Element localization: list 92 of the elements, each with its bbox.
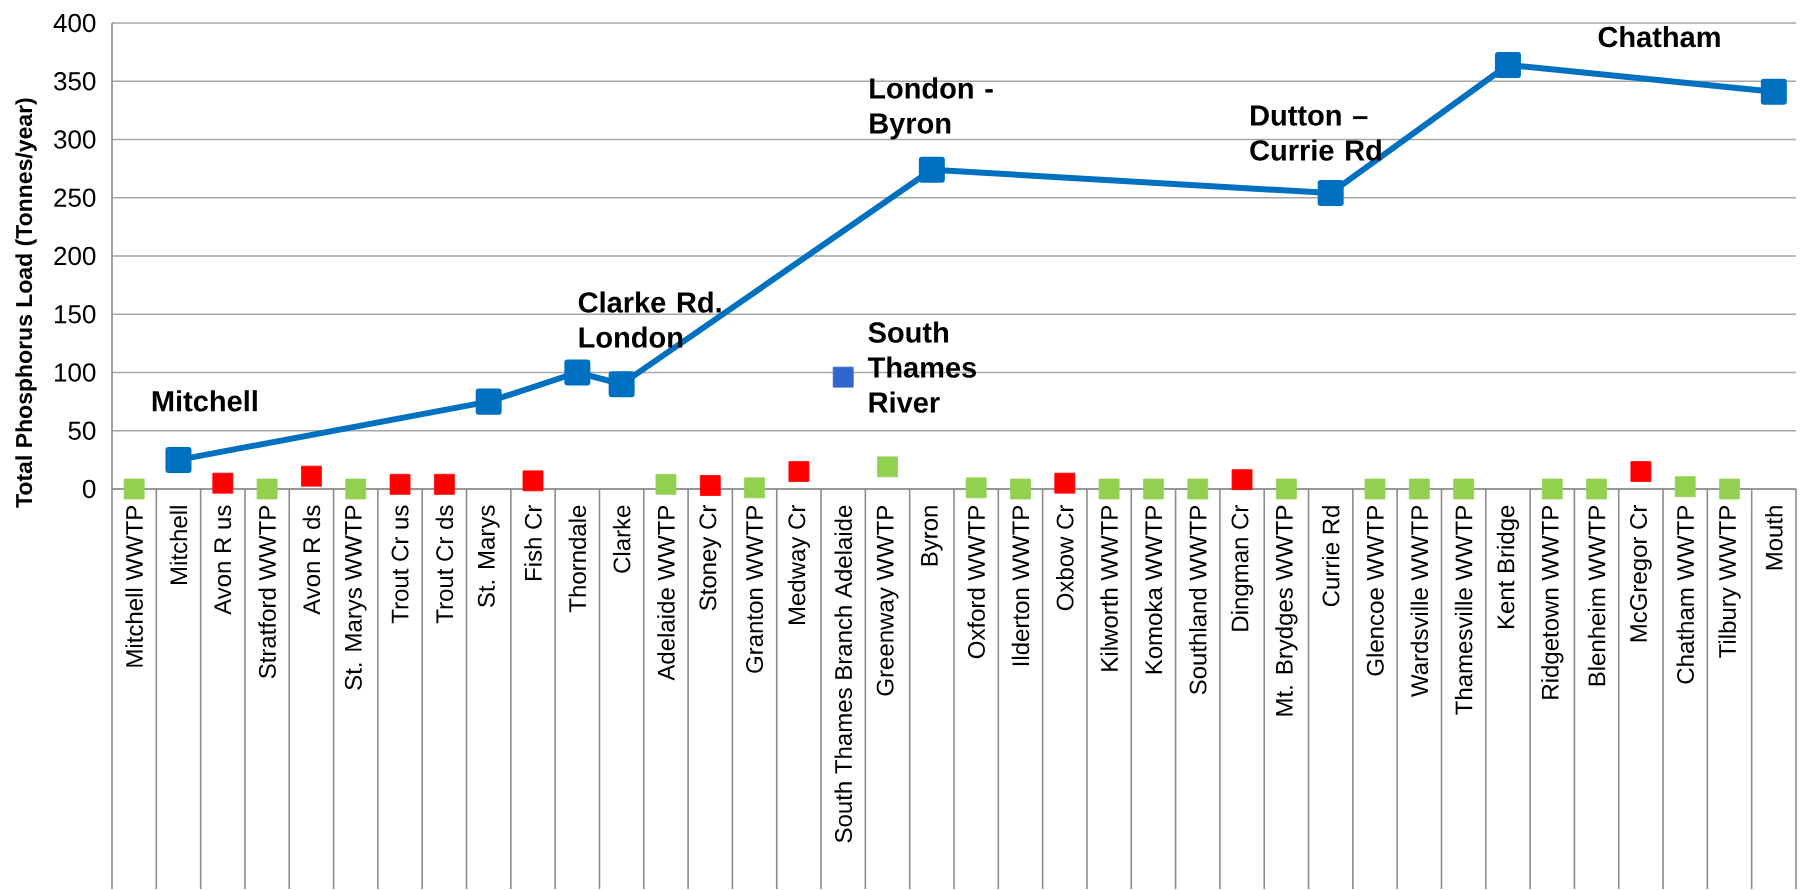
y-tick-label: 400 <box>53 13 96 33</box>
x-tick-label: McGregor Cr <box>1630 505 1652 642</box>
y-axis-title: Total Phosphorus Load (Tonnes/year) <box>15 98 37 508</box>
x-tick-label: Byron <box>921 506 943 566</box>
point <box>1364 478 1386 500</box>
point <box>1143 478 1164 500</box>
point <box>1586 478 1607 500</box>
x-tick-label: Currie Rd <box>1321 506 1340 607</box>
y-tick-label: 250 <box>54 188 96 207</box>
x-tick-label: St. Marys WWTP <box>344 505 367 690</box>
x-tick-label: Oxbow Cr <box>1055 505 1074 611</box>
x-tick-label: Komoka WWTP <box>1144 505 1163 674</box>
y-tick-label: 300 <box>54 130 96 149</box>
x-tick-label: Wardsville WWTP <box>1410 505 1429 697</box>
x-tick-label: St. Marys <box>477 505 500 608</box>
x-tick-label: Ridgetown WWTP <box>1541 505 1564 699</box>
x-tick-label: Chatham WWTP <box>1676 505 1695 684</box>
y-tick-label: 0 <box>82 479 96 499</box>
x-tick-label: Stratford WWTP <box>258 505 276 679</box>
point <box>212 472 234 494</box>
point <box>1010 478 1031 500</box>
x-tick-label: Kilworth WWTP <box>1100 505 1118 671</box>
x-tick-label: South Thames Branch Adelaide <box>834 505 853 843</box>
y-tick-label: 50 <box>68 421 96 440</box>
x-tick-label: Trout Cr us <box>391 505 409 624</box>
x-tick-label: Stoney Cr <box>699 505 722 611</box>
point <box>1187 478 1209 500</box>
point <box>522 470 544 492</box>
point <box>1408 478 1430 500</box>
point <box>1453 478 1475 500</box>
x-tick-label: Greenway WWTP <box>876 505 899 696</box>
point <box>301 465 322 487</box>
point <box>655 473 677 495</box>
x-tick-label: Thamesville WWTP <box>1454 505 1473 715</box>
annotation: Clarke Rd. London <box>578 291 721 348</box>
x-tick-label: Adelaide WWTP <box>657 505 675 681</box>
x-tick-label: Mouth <box>1765 506 1783 570</box>
point <box>608 371 635 398</box>
point <box>475 388 502 415</box>
annotation: London -Byron <box>870 77 993 140</box>
x-tick-label: Granton WWTP <box>746 505 764 673</box>
y-tick-label: 200 <box>54 246 96 266</box>
annotation: Mitchell <box>152 390 257 412</box>
annotation: Chatham <box>1598 26 1720 48</box>
x-tick-label: Ilderton WWTP <box>1011 505 1030 666</box>
point <box>699 475 721 496</box>
annotation: South Thames River <box>867 321 977 413</box>
point <box>564 359 591 386</box>
x-tick-label: Glencoe WWTP <box>1366 505 1384 676</box>
y-tick-label: 350 <box>54 72 96 91</box>
point <box>256 478 278 500</box>
point <box>1054 472 1076 494</box>
point <box>1317 180 1344 207</box>
point <box>1760 78 1787 105</box>
x-tick-label: Mitchell WWTP <box>125 505 143 667</box>
x-tick-label: Trout Cr ds <box>435 505 454 624</box>
annotation: Dutton – Currie Rd <box>1250 105 1381 161</box>
point <box>1674 476 1696 498</box>
x-tick-label: Clarke <box>612 505 631 573</box>
point <box>788 461 810 482</box>
x-tick-label: Avon R us <box>214 505 232 615</box>
point <box>1541 478 1563 500</box>
x-tick-label: Blenheim WWTP <box>1587 505 1606 686</box>
x-tick-label: Southland WWTP <box>1188 505 1207 695</box>
point <box>123 478 145 500</box>
point <box>1719 478 1740 500</box>
point <box>832 366 854 388</box>
x-tick-label: Mt. Brydges WWTP <box>1275 505 1298 716</box>
point <box>1630 461 1652 482</box>
x-tick-label: Dingman Cr <box>1230 505 1254 631</box>
point <box>918 156 945 183</box>
point <box>1098 478 1120 500</box>
x-tick-label: Medway Cr <box>787 505 811 624</box>
point <box>433 473 455 495</box>
point <box>1275 478 1297 500</box>
point <box>1494 51 1521 78</box>
y-tick-label: 100 <box>54 363 96 382</box>
x-tick-label: Tilbury WWTP <box>1718 505 1741 658</box>
x-tick-label: Thorndale <box>568 505 587 613</box>
point <box>165 446 192 473</box>
point <box>744 477 765 499</box>
x-tick-label: Fish Cr <box>524 505 542 580</box>
point <box>965 477 987 499</box>
point <box>877 456 898 478</box>
x-tick-label: Oxford WWTP <box>967 505 985 659</box>
point <box>389 473 411 495</box>
x-tick-label: Kent Bridge <box>1496 505 1520 629</box>
point <box>345 478 367 500</box>
x-tick-label: Mitchell <box>169 506 188 584</box>
x-tick-label: Avon R ds <box>302 505 321 615</box>
y-tick-label: 150 <box>54 305 96 324</box>
point <box>1231 469 1253 491</box>
